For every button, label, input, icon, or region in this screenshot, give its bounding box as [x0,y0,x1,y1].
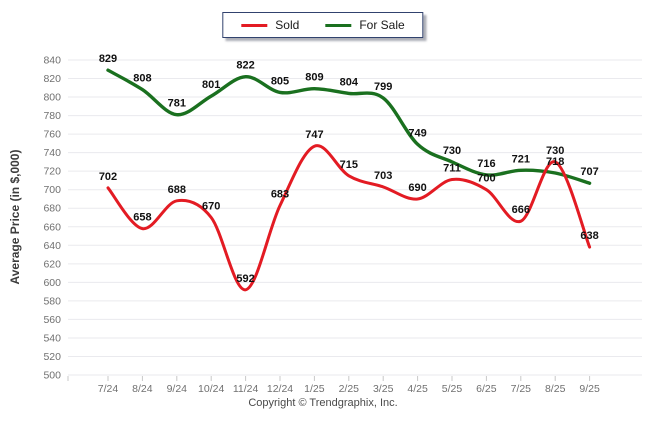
data-label-for-sale: 804 [340,76,359,88]
sold-line [106,144,592,292]
y-tick-label: 580 [43,295,61,307]
data-label-sold: 666 [512,204,530,216]
data-label-sold: 638 [580,230,598,242]
data-label-for-sale: 822 [236,60,254,72]
data-label-sold: 670 [202,201,220,213]
legend: Sold For Sale [222,12,424,38]
x-tick-label: 9/24 [167,383,188,395]
x-tick-label: 9/25 [579,383,600,395]
y-tick-label: 840 [43,55,61,67]
x-tick-label: 2/25 [339,383,360,395]
data-label-for-sale: 809 [305,72,323,84]
y-tick-label: 620 [43,258,61,270]
x-tick-label: 10/24 [198,383,224,395]
y-tick-label: 720 [43,166,61,178]
for-sale-line [106,68,592,185]
y-tick-label: 640 [43,240,61,252]
data-label-sold: 683 [271,188,289,200]
data-label-sold: 715 [340,159,358,171]
data-label-sold: 703 [374,170,392,182]
sold-line-swatch [241,23,268,27]
y-tick-label: 660 [43,221,61,233]
data-label-for-sale: 781 [168,98,186,110]
legend-label-sold: Sold [275,18,300,32]
data-label-for-sale: 718 [546,156,564,168]
y-axis-title: Average Price (in $,000) [8,149,22,285]
y-tick-label: 760 [43,129,61,141]
y-tick-label: 800 [43,92,61,104]
data-label-sold: 711 [443,163,461,175]
data-label-sold: 747 [305,129,323,141]
y-tick-label: 600 [43,277,61,289]
data-label-for-sale: 730 [443,145,461,157]
x-tick-label: 7/25 [511,383,532,395]
y-tick-label: 560 [43,314,61,326]
x-tick-label: 5/25 [442,383,463,395]
data-label-for-sale: 801 [202,79,220,91]
data-label-sold: 688 [168,184,186,196]
data-label-for-sale: 808 [133,73,151,85]
data-label-sold: 730 [546,145,564,157]
y-tick-label: 780 [43,110,61,122]
data-label-sold: 658 [133,212,151,224]
data-label-for-sale: 707 [580,166,598,178]
x-tick-label: 8/25 [545,383,566,395]
y-tick-label: 500 [43,370,61,382]
copyright-text: Copyright © Trendgraphix, Inc. [248,397,398,409]
y-tick-label: 740 [43,147,61,159]
legend-label-for-sale: For Sale [359,18,405,32]
data-label-for-sale: 721 [512,153,530,165]
y-tick-label: 520 [43,351,61,363]
data-label-sold: 592 [236,273,254,285]
x-tick-label: 11/24 [233,383,259,395]
data-label-for-sale: 716 [477,158,495,170]
data-label-for-sale: 829 [99,53,117,65]
for-sale-line-swatch [325,23,352,27]
y-tick-label: 540 [43,332,61,344]
data-label-sold: 700 [477,173,495,185]
x-tick-label: 8/24 [132,383,153,395]
x-tick-label: 4/25 [407,383,428,395]
data-label-for-sale: 805 [271,75,289,87]
legend-item-for-sale: For Sale [325,18,405,32]
y-tick-label: 700 [43,184,61,196]
x-tick-label: 3/25 [373,383,394,395]
x-tick-label: 7/24 [98,383,119,395]
data-label-for-sale: 799 [374,81,392,93]
x-tick-label: 6/25 [476,383,497,395]
data-label-sold: 690 [408,182,426,194]
legend-item-sold: Sold [241,18,299,32]
y-tick-label: 680 [43,203,61,215]
data-label-sold: 702 [99,171,117,183]
x-tick-label: 12/24 [267,383,293,395]
x-tick-label: 1/25 [304,383,325,395]
y-tick-label: 820 [43,73,61,85]
data-label-for-sale: 749 [408,127,426,139]
